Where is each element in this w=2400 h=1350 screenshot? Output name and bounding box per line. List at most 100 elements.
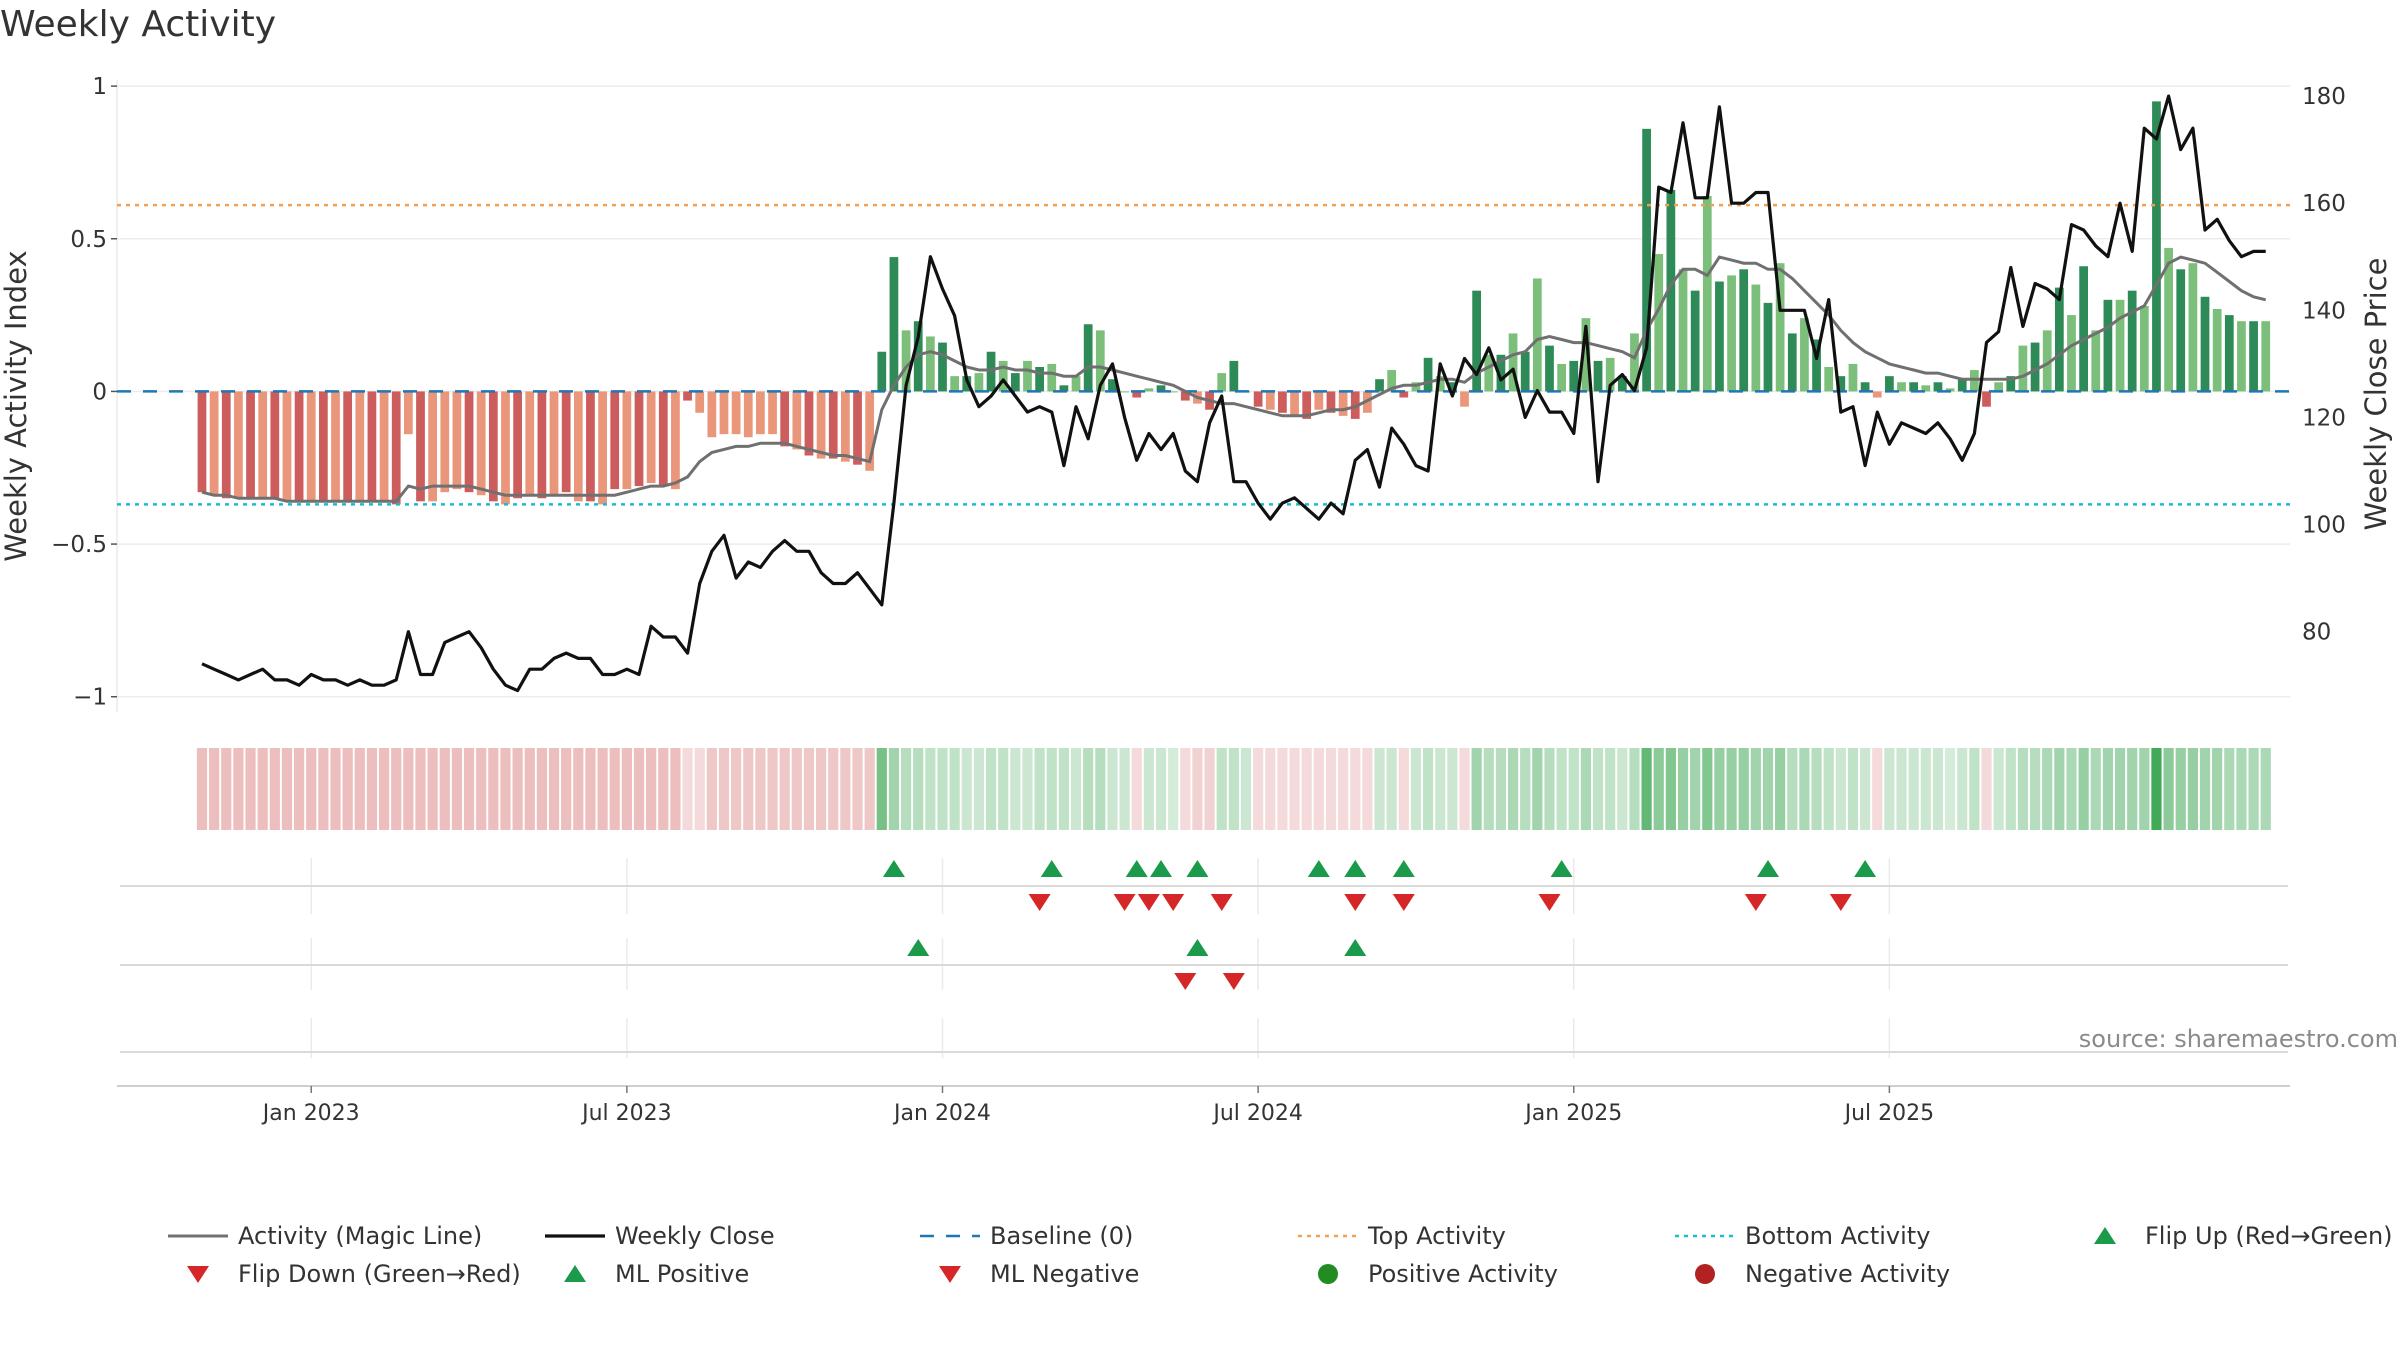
heat-cell: [1981, 748, 1992, 830]
y-left-tick-label: −0.5: [51, 532, 107, 558]
activity-bar: [1278, 391, 1287, 413]
activity-bar: [1933, 382, 1943, 392]
heat-cell: [706, 748, 717, 830]
heat-cell: [1811, 748, 1822, 830]
heat-cell: [1435, 748, 1446, 830]
activity-bar: [2006, 376, 2016, 392]
heat-cell: [1253, 748, 1264, 830]
activity-bar: [1399, 391, 1409, 398]
activity-bar: [476, 391, 486, 496]
flip-up-marker: [1125, 860, 1148, 877]
heat-cell: [1617, 748, 1628, 830]
heat-cell: [2005, 748, 2016, 830]
heat-cell: [767, 748, 778, 830]
activity-bar: [306, 391, 316, 502]
activity-bars: [197, 101, 2271, 505]
heat-cell: [318, 748, 329, 830]
heat-cell: [852, 748, 863, 830]
activity-bar: [962, 376, 972, 392]
legend-swatch: [939, 1266, 961, 1283]
heat-cell: [1823, 748, 1834, 830]
heat-cell: [743, 748, 754, 830]
heat-cell: [864, 748, 875, 830]
heat-cell: [682, 748, 693, 830]
activity-bar: [816, 391, 826, 459]
activity-bar: [1496, 354, 1506, 392]
y-left-tick-label: −1: [73, 685, 107, 711]
legend: Activity (Magic Line) Weekly Close Baselin…: [168, 1222, 2393, 1288]
activity-bar: [1423, 357, 1433, 392]
heat-cell: [609, 748, 620, 830]
activity-bar: [2200, 296, 2210, 392]
activity-bar: [2091, 330, 2101, 392]
activity-bar: [246, 391, 255, 499]
activity-bar: [1957, 379, 1967, 392]
activity-bar: [561, 391, 571, 493]
heat-cell: [451, 748, 463, 830]
flip-up-marker: [1344, 860, 1367, 877]
heat-cell: [779, 748, 790, 830]
heat-cell: [427, 748, 438, 830]
activity-bar: [1010, 373, 1020, 392]
flip-down-marker: [1538, 894, 1561, 911]
activity-bar: [452, 391, 462, 490]
flip-up-marker: [1756, 860, 1779, 877]
activity-bar: [1775, 263, 1785, 392]
activity-bar: [2139, 305, 2149, 392]
activity-bar: [1059, 385, 1069, 392]
heat-cell: [1847, 748, 1859, 830]
heat-cell: [524, 748, 535, 830]
activity-bar: [780, 391, 790, 447]
heat-cell: [1896, 748, 1907, 830]
activity-bar: [1787, 333, 1797, 392]
heat-cell: [1629, 748, 1640, 830]
reference-lines: [117, 203, 2290, 506]
y-left-tick-label: 0: [92, 379, 107, 405]
heat-cell: [463, 748, 475, 830]
heat-cell: [378, 748, 390, 830]
legend-item-magic: Activity (Magic Line): [168, 1222, 482, 1250]
series-lines: [201, 94, 2267, 693]
heat-cell: [1787, 748, 1798, 830]
heat-cell: [1738, 748, 1749, 830]
heat-cell: [2054, 748, 2065, 830]
heat-cell: [1398, 748, 1409, 830]
heat-cell: [2199, 748, 2211, 830]
activity-bar: [2030, 342, 2040, 392]
heat-cell: [2066, 748, 2077, 830]
heat-cell: [500, 748, 511, 830]
x-tick-label: Jan 2024: [892, 1101, 991, 1126]
heat-cell: [245, 748, 256, 830]
heat-cell: [1350, 748, 1361, 830]
legend-swatch: [564, 1265, 586, 1282]
heat-cell: [1277, 748, 1288, 830]
activity-bar: [1909, 382, 1919, 392]
activity-bar: [403, 391, 413, 435]
magic-line: [201, 255, 2267, 503]
activity-bar: [537, 391, 547, 499]
activity-bar: [234, 391, 243, 499]
activity-bar: [343, 391, 353, 502]
activity-bar: [2115, 299, 2125, 392]
legend-item-top: Top Activity: [1298, 1222, 1506, 1250]
heat-cell: [1750, 748, 1761, 830]
x-tick-label: Jan 2025: [1523, 1101, 1622, 1126]
activity-bar: [1132, 391, 1142, 398]
y-left-axis-title: Weekly Activity Index: [0, 250, 33, 561]
activity-bar: [986, 351, 996, 392]
activity-bar: [1872, 391, 1882, 398]
heat-cell: [2017, 748, 2029, 830]
heat-cell: [803, 748, 815, 830]
flip-down-marker: [1344, 894, 1367, 911]
activity-bar: [598, 391, 607, 505]
activity-bar: [719, 391, 729, 435]
y-right-tick-label: 180: [2302, 84, 2346, 110]
heat-cell: [1872, 748, 1883, 830]
flip-up-marker: [1392, 860, 1415, 877]
heat-cell: [1362, 748, 1373, 830]
heat-cell: [1605, 748, 1616, 830]
heat-cell: [2029, 748, 2041, 830]
heat-cell: [1835, 748, 1846, 830]
activity-bar: [1520, 351, 1530, 392]
activity-bar: [197, 391, 207, 493]
